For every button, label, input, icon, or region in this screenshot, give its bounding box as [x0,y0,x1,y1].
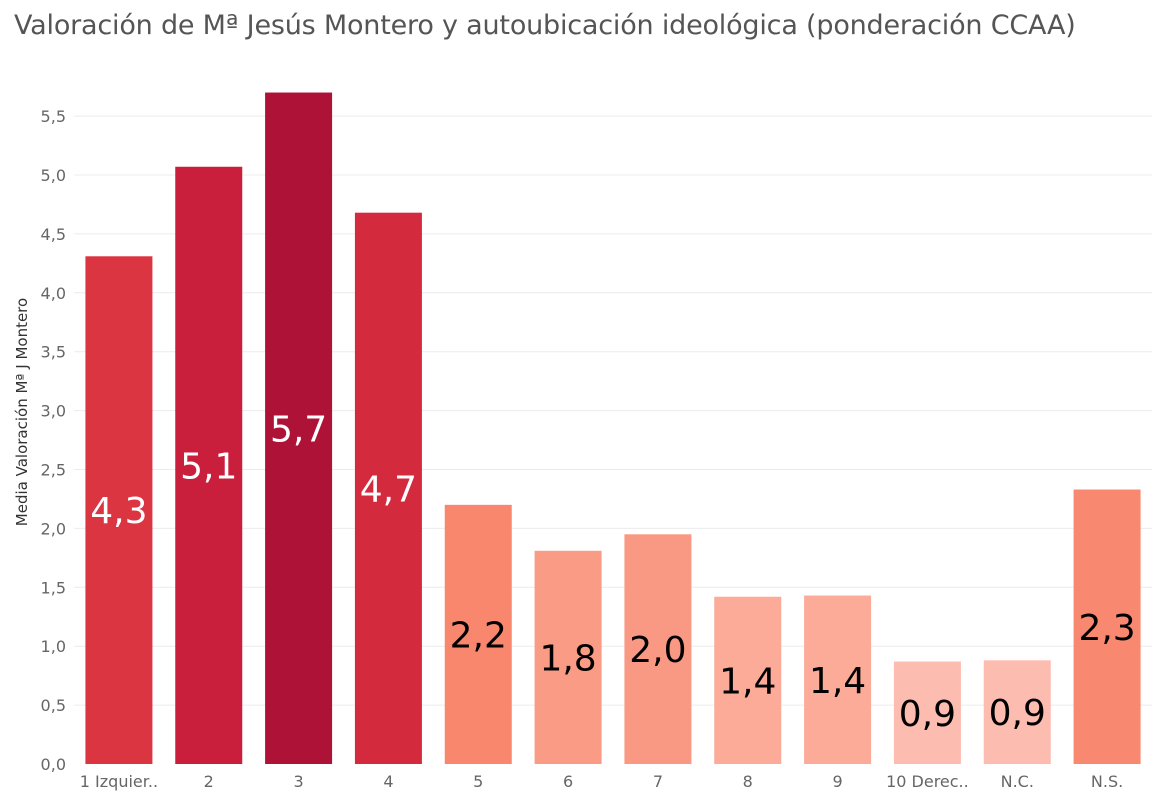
bar [983,660,1051,764]
data-label: 4,7 [360,469,417,510]
y-tick-label: 5,0 [41,166,66,185]
bar [1073,489,1141,764]
x-tick-label: N.C. [1001,772,1034,791]
x-tick-label: 9 [832,772,842,791]
chart-title: Valoración de Mª Jesús Montero y autoubi… [14,10,1076,41]
x-tick-label: 2 [204,772,214,791]
bar [714,596,782,764]
y-tick-label: 3,5 [41,343,66,362]
bars [85,92,1141,765]
x-tick-label: 4 [383,772,393,791]
data-label: 1,8 [539,638,596,679]
bar [893,661,961,764]
x-axis-ticks: 1 Izquier.. 2 3 4 5 6 7 8 9 10 Derec.. N.C. N.S. [80,772,1123,791]
data-label: 1,4 [719,661,776,702]
bar [624,534,692,764]
y-tick-label: 2,5 [41,461,66,480]
y-tick-label: 2,0 [41,519,66,538]
y-tick-label: 0,0 [41,755,66,774]
y-tick-label: 4,0 [41,284,66,303]
bar [444,504,512,764]
data-label: 5,1 [180,446,237,487]
x-tick-label: 3 [293,772,303,791]
x-tick-label: 8 [743,772,753,791]
y-axis-ticks: 0,0 0,5 1,0 1,5 2,0 2,5 3,0 3,5 4,0 4,5 5,0 5,5 [41,107,66,774]
x-tick-label: 6 [563,772,573,791]
y-tick-label: 0,5 [41,696,66,715]
data-label: 2,0 [629,630,686,671]
x-tick-label: N.S. [1091,772,1123,791]
x-tick-label: 7 [653,772,663,791]
data-labels: 4,3 5,1 5,7 4,7 2,2 1,8 2,0 1,4 1,4 0,9 0,9 2,3 [90,409,1135,734]
x-tick-label: 1 Izquier.. [80,772,158,791]
bar [175,166,243,764]
data-label: 2,3 [1078,608,1135,649]
y-tick-label: 1,5 [41,578,66,597]
data-label: 4,3 [90,491,147,532]
y-tick-label: 1,0 [41,637,66,656]
y-tick-label: 5,5 [41,107,66,126]
data-label: 1,4 [809,661,866,702]
y-tick-label: 4,5 [41,225,66,244]
bar [265,92,333,765]
data-label: 0,9 [989,693,1046,734]
y-axis-title: Media Valoración Mª J Montero [13,298,31,526]
gridlines [74,115,1152,706]
bar [534,550,602,764]
data-label: 0,9 [899,694,956,735]
x-tick-label: 5 [473,772,483,791]
y-tick-label: 3,0 [41,402,66,421]
bar [354,212,422,765]
data-label: 2,2 [450,615,507,656]
bar [804,595,872,764]
x-tick-label: 10 Derec.. [886,772,969,791]
bar [85,256,153,764]
data-label: 5,7 [270,409,327,450]
